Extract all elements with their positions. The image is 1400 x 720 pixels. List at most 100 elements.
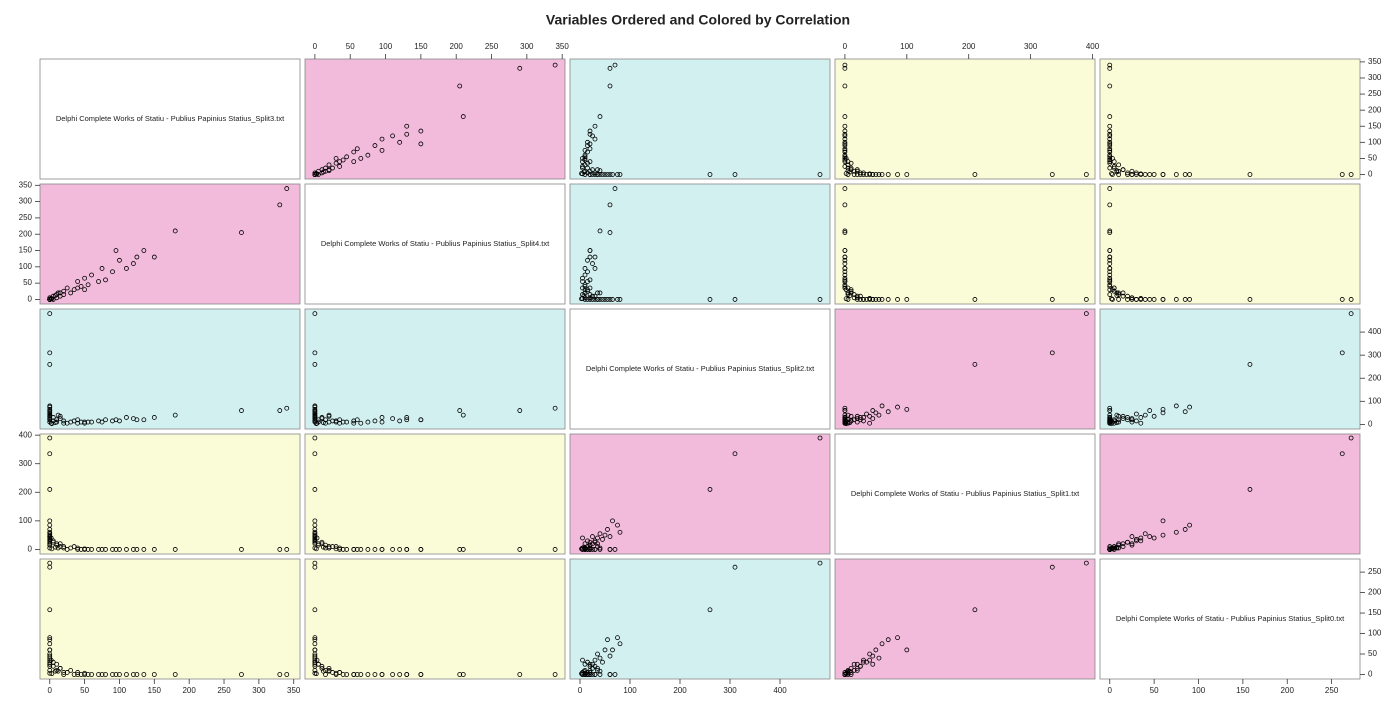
point [580, 535, 585, 541]
point [457, 672, 463, 677]
point [47, 518, 53, 524]
point [579, 171, 584, 176]
point [1110, 419, 1115, 425]
point [842, 266, 848, 271]
point [857, 417, 863, 423]
point [842, 139, 848, 145]
point [579, 671, 584, 677]
point [904, 406, 910, 412]
point [552, 547, 558, 552]
point [55, 668, 61, 674]
point [707, 172, 713, 177]
point [582, 297, 588, 302]
point [460, 114, 466, 119]
x-tick-label: 200 [182, 686, 196, 695]
point [842, 261, 848, 266]
point [842, 83, 848, 89]
point [842, 277, 848, 283]
point [1107, 412, 1113, 418]
point [895, 297, 900, 302]
point [1049, 350, 1055, 356]
point [1129, 295, 1135, 301]
point [1116, 541, 1122, 547]
point [47, 637, 53, 643]
point [1125, 170, 1130, 176]
x-tick-label: 200 [673, 686, 687, 695]
point [172, 672, 178, 677]
x-tick-label: 0 [313, 42, 318, 51]
point [1109, 296, 1114, 302]
point [365, 672, 371, 677]
point [590, 541, 595, 547]
point [1120, 293, 1126, 299]
point [351, 159, 357, 165]
point [277, 672, 283, 677]
point [873, 172, 879, 177]
point [75, 545, 81, 551]
point [1125, 172, 1130, 177]
point [587, 670, 593, 675]
point [89, 547, 94, 552]
y-tick-label: 150 [19, 246, 33, 255]
panel [834, 308, 1096, 430]
point [57, 290, 63, 296]
point [117, 547, 122, 552]
point [151, 547, 157, 552]
point [47, 542, 53, 548]
point [99, 547, 105, 552]
panel [569, 58, 831, 180]
point [817, 435, 823, 441]
point [600, 537, 605, 542]
panel [569, 183, 831, 305]
y-tick-label: 100 [1368, 629, 1382, 638]
point [843, 419, 849, 425]
point [592, 123, 598, 129]
point [1125, 417, 1130, 423]
point [607, 230, 613, 235]
point [358, 547, 364, 552]
point [895, 404, 900, 410]
panel [834, 558, 1096, 680]
point [817, 560, 823, 566]
point [1107, 128, 1113, 134]
point [314, 657, 320, 663]
point [1107, 257, 1113, 263]
point [1107, 287, 1113, 293]
point [117, 257, 122, 263]
point [1138, 535, 1144, 541]
point [460, 412, 466, 418]
point [340, 672, 346, 677]
point [326, 665, 332, 671]
y-tick-label: 0 [28, 545, 33, 554]
point [605, 172, 610, 177]
point [404, 131, 410, 137]
point [141, 248, 147, 253]
point [552, 62, 558, 68]
point [351, 149, 357, 155]
point [867, 171, 873, 177]
point [600, 297, 605, 302]
point [96, 672, 101, 677]
point [1348, 172, 1354, 177]
point [1173, 297, 1179, 302]
point [358, 420, 364, 426]
y-tick-label: 300 [1368, 350, 1382, 359]
point [1187, 172, 1193, 177]
point [607, 653, 613, 659]
point [1182, 172, 1188, 177]
point [610, 297, 615, 302]
point [75, 670, 81, 675]
point [592, 136, 598, 142]
point [1129, 297, 1135, 302]
point [848, 665, 854, 671]
point [52, 293, 58, 298]
y-tick-label: 250 [19, 213, 33, 222]
point [870, 408, 876, 413]
point [457, 83, 463, 89]
point [75, 547, 81, 552]
point [1083, 297, 1089, 302]
point [64, 420, 70, 426]
point [580, 159, 585, 165]
point [842, 415, 848, 420]
point [1107, 228, 1113, 234]
